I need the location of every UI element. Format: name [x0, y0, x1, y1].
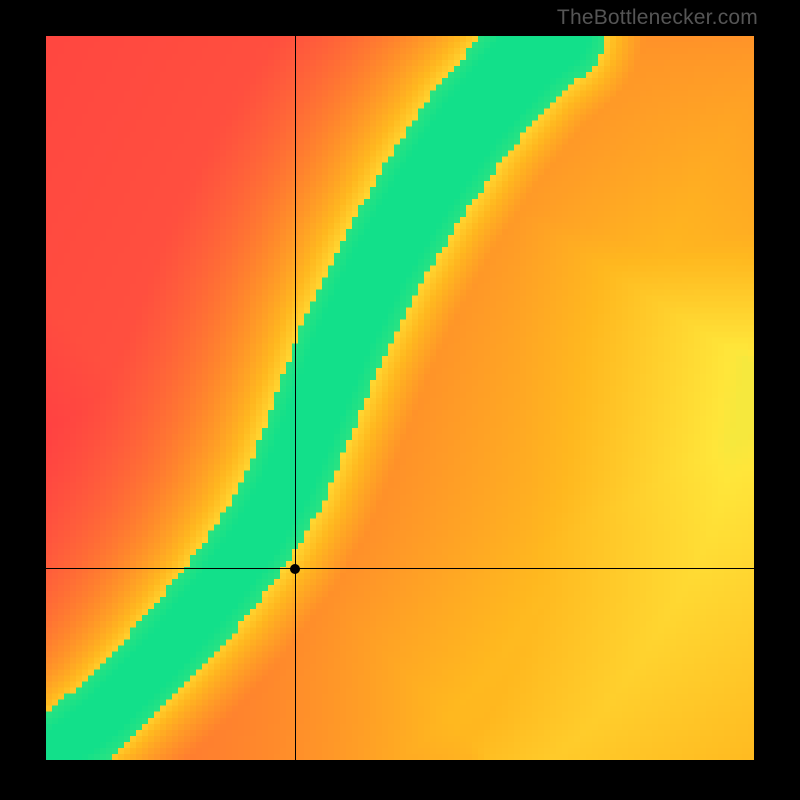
- crosshair-marker: [290, 564, 300, 574]
- crosshair-horizontal: [46, 568, 754, 569]
- chart-frame: [0, 0, 800, 800]
- bottleneck-heatmap: [46, 36, 754, 760]
- crosshair-vertical: [295, 36, 296, 760]
- watermark-text: TheBottlenecker.com: [557, 6, 758, 30]
